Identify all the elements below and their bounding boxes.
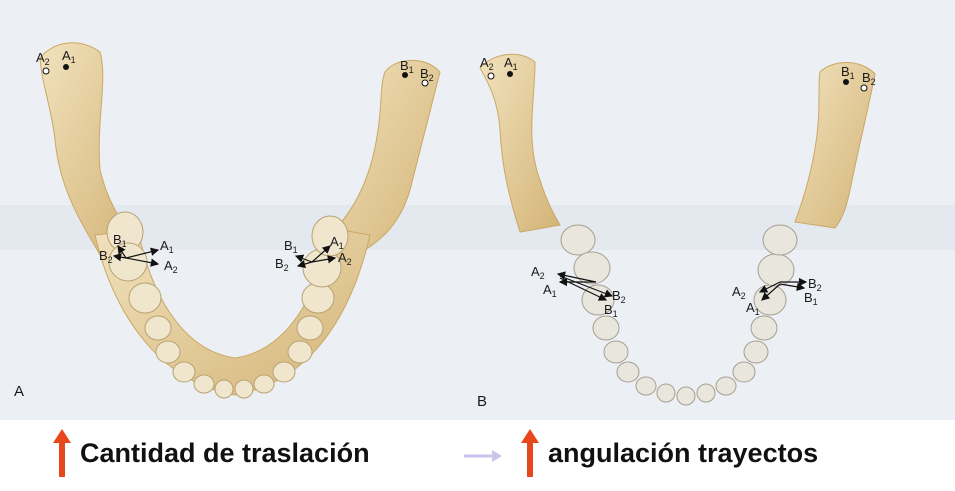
up-arrow-icon — [53, 429, 71, 477]
trajectory-arrow — [761, 283, 781, 301]
label-b2: B2 — [275, 256, 289, 273]
trajectory-arrow — [556, 271, 597, 283]
condyle-point-a1 — [63, 64, 69, 70]
tooth — [676, 386, 696, 406]
tooth — [656, 383, 676, 403]
trajectory-arrow — [125, 247, 160, 259]
label-b2: B2 — [808, 276, 822, 293]
mandible-illustration: A2 A1 B1 B2 B1 B2 A1 A2 B1 B2 A1 A2 A — [14, 42, 876, 410]
trajectory-arrow — [779, 282, 806, 291]
condyle-point-a2 — [487, 72, 495, 80]
label-a1: A1 — [160, 238, 174, 255]
tooth — [757, 253, 795, 287]
condyle-point-a1 — [507, 71, 513, 77]
label-a1: A1 — [504, 55, 518, 72]
tooth — [272, 361, 296, 383]
tooth — [234, 379, 254, 399]
label-a1: A1 — [543, 282, 557, 299]
condyle-point-b1 — [843, 79, 849, 85]
figure: A2 A1 B1 B2 B1 B2 A1 A2 B1 B2 A1 A2 A — [0, 0, 955, 420]
tooth — [287, 340, 313, 364]
up-arrow-icon — [521, 429, 539, 477]
tooth — [743, 340, 769, 364]
tooth — [193, 374, 215, 394]
label-a1: A1 — [330, 234, 344, 251]
condyle-point-b2 — [860, 84, 868, 92]
panel-a-mandible — [39, 42, 441, 399]
tooth — [128, 282, 162, 314]
label-b1: B1 — [841, 64, 855, 81]
trajectory-arrow — [117, 245, 127, 259]
label-a2: A2 — [732, 284, 746, 301]
label-a2: A2 — [164, 258, 178, 275]
tooth — [108, 242, 148, 282]
label-a2: A2 — [480, 55, 494, 72]
right-ramus — [794, 62, 876, 229]
label-a1: A1 — [62, 48, 76, 65]
trajectory-arrow — [311, 255, 337, 264]
trajectory-arrow — [559, 275, 614, 298]
label-a2: A2 — [36, 50, 50, 67]
label-b1: B1 — [113, 232, 127, 249]
trajectory-arrow — [311, 245, 331, 263]
tooth — [560, 224, 596, 256]
tooth — [592, 315, 620, 341]
tooth — [214, 379, 234, 399]
tooth — [635, 376, 657, 396]
tooth — [144, 315, 172, 341]
label-a2: A2 — [531, 264, 545, 281]
label-b1: B1 — [400, 58, 414, 75]
tooth — [715, 376, 737, 396]
label-b1: B1 — [284, 238, 298, 255]
right-ramus — [329, 59, 441, 251]
trajectory-arrow — [125, 257, 160, 267]
tooth — [762, 224, 798, 256]
tooth — [573, 251, 611, 285]
label-b1: B1 — [604, 302, 618, 319]
label-a2: A2 — [338, 250, 352, 267]
label-b2: B2 — [420, 66, 434, 83]
condyle-point-b2 — [421, 79, 429, 87]
tooth — [603, 340, 629, 364]
label-a1: A1 — [746, 300, 760, 317]
tooth — [253, 374, 275, 394]
trajectory-arrow — [758, 281, 781, 293]
condyle-point-b1 — [402, 72, 408, 78]
caption-right: angulación trayectos — [520, 424, 818, 482]
condyle-point-a2 — [42, 67, 50, 75]
tooth — [301, 282, 335, 314]
tooth — [172, 361, 196, 383]
label-b2: B2 — [862, 70, 876, 87]
right-arrow-icon — [462, 448, 504, 469]
tooth — [155, 340, 181, 364]
trajectory-arrow — [294, 254, 313, 263]
panel-b-mandible — [479, 53, 876, 406]
tooth — [296, 315, 324, 341]
trajectory-arrow — [112, 253, 127, 262]
caption-left: Cantidad de traslación — [52, 424, 370, 482]
caption-right-text: angulación trayectos — [548, 437, 819, 468]
tooth — [616, 361, 640, 383]
caption-left-text: Cantidad de traslación — [80, 437, 370, 468]
left-ramus — [479, 53, 561, 233]
label-b1: B1 — [804, 290, 818, 307]
panel-b-label: B — [477, 393, 487, 410]
tooth — [750, 315, 778, 341]
tooth — [696, 383, 716, 403]
trajectory-arrow — [296, 259, 313, 269]
label-b2: B2 — [99, 248, 113, 265]
label-b2: B2 — [612, 288, 626, 305]
panel-a-label: A — [14, 383, 24, 400]
tooth — [732, 361, 756, 383]
trajectory-arrow — [559, 277, 608, 301]
